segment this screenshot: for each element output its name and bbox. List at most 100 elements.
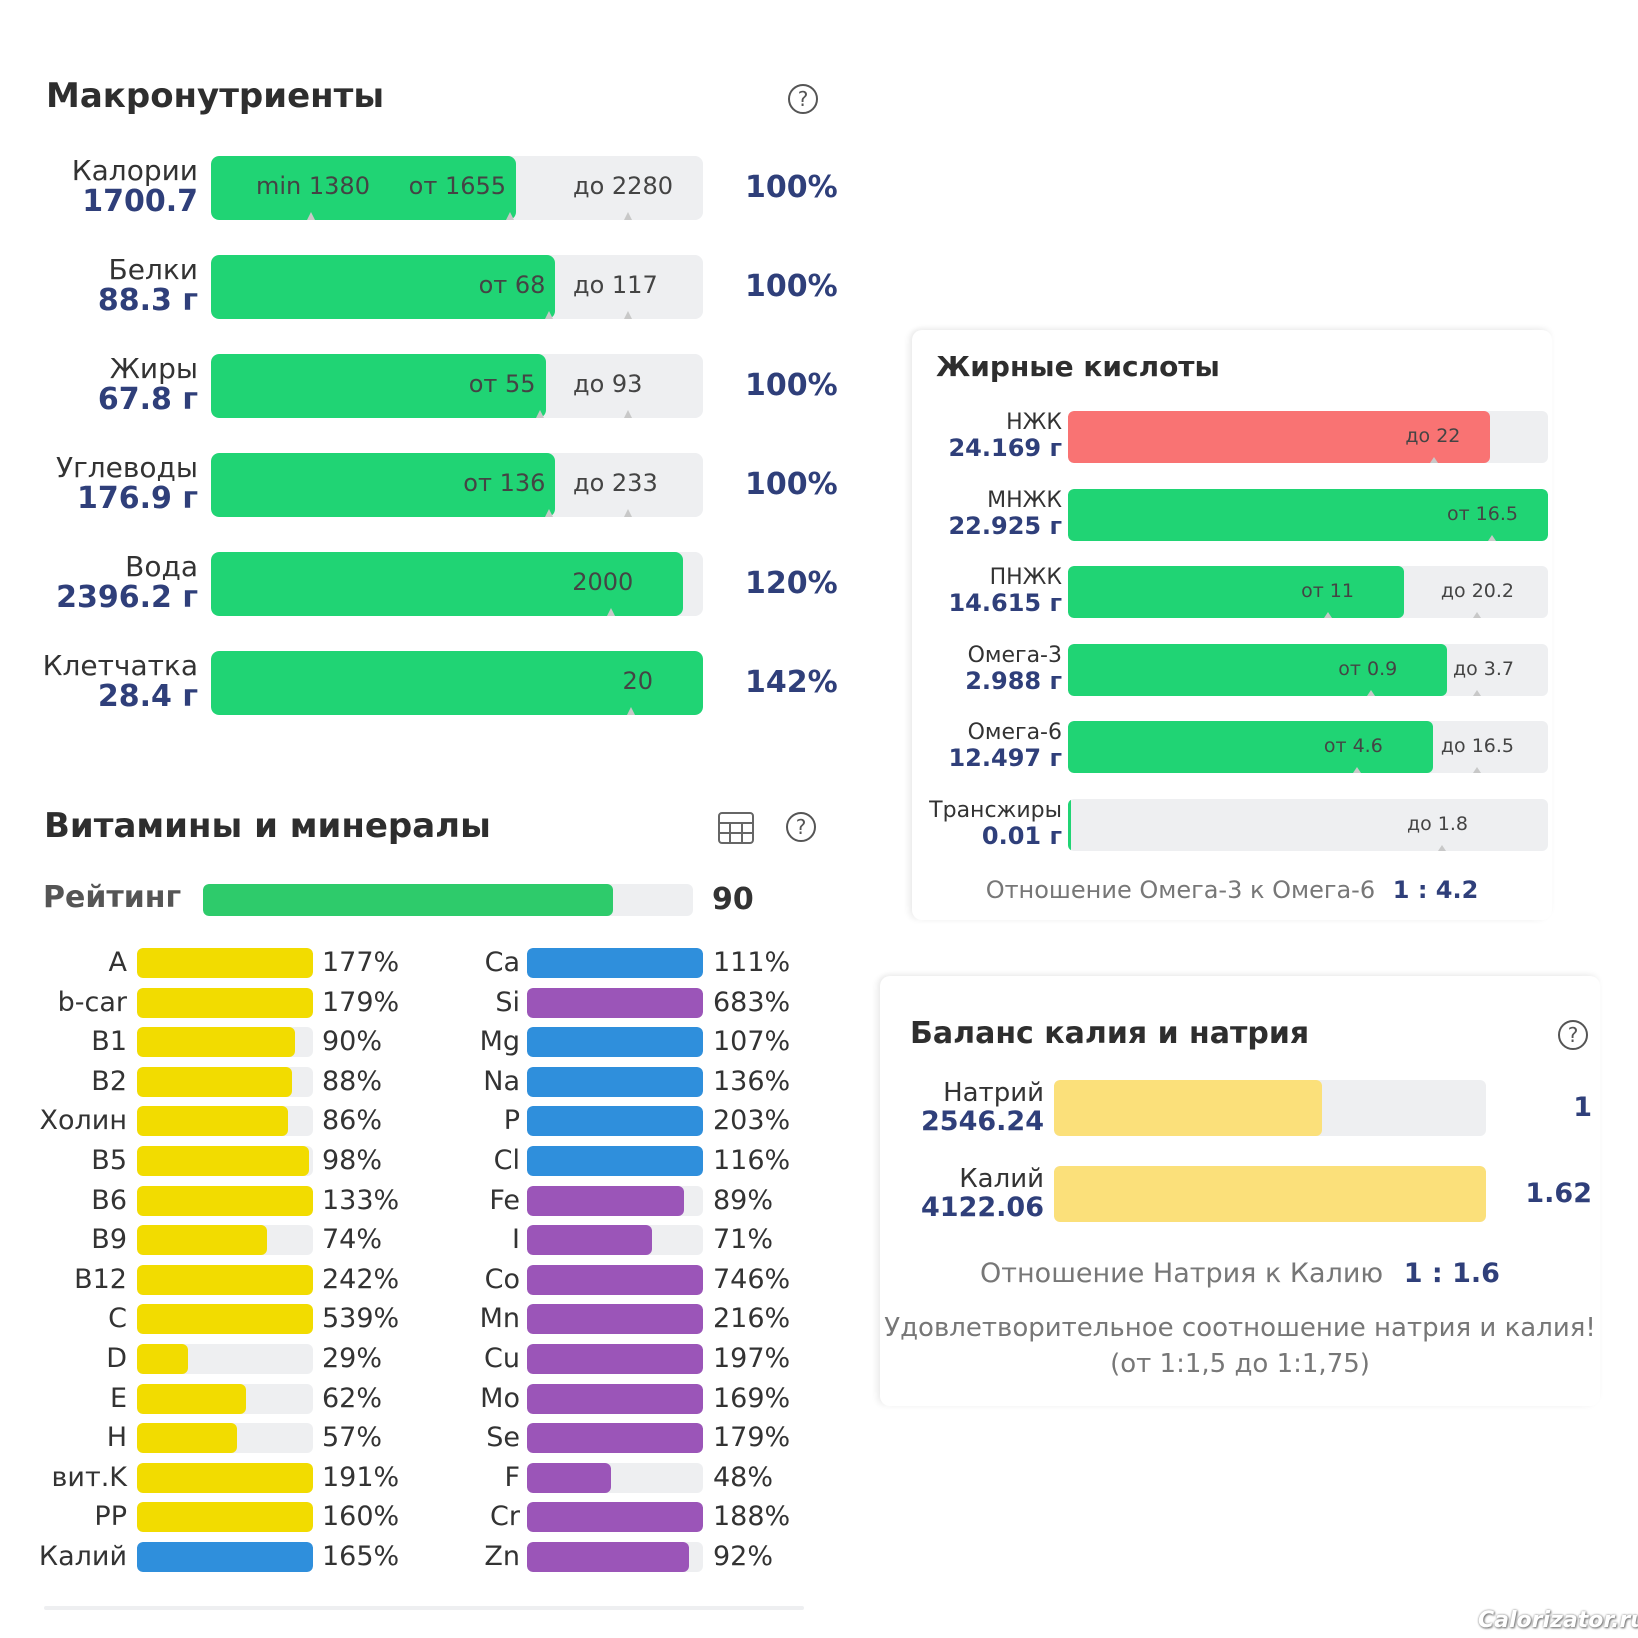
nutrient-bar-fill [527,1304,703,1335]
nutrient-percent: 179% [713,1422,791,1454]
nutrient-bar-fill [527,1146,703,1176]
vitamins-help-icon[interactable]: ? [786,812,816,842]
fatty-acid-value: 2.988 г [965,666,1062,695]
nutrient-bar-fill [137,1185,313,1216]
nutrient-percent: 92% [713,1541,774,1572]
balance-help-icon[interactable]: ? [1558,1020,1588,1050]
macros-title: Макронутриенты [46,76,385,116]
fatty-acid-tick [1367,689,1376,696]
balance-element-name: Натрий [943,1078,1044,1108]
balance-ratio-value: 1 : 1.6 [1403,1258,1500,1289]
nutrient-bar [137,1066,313,1097]
nutrient-percent: 62% [322,1382,383,1414]
nutrient-bar [527,1423,703,1454]
nutrient-percent: 90% [322,1026,383,1058]
nutrient-bar-fill [137,987,313,1018]
fatty-acids-title: Жирные кислоты [936,350,1220,383]
macro-min-tick [307,212,315,220]
nutrient-bar-fill [137,1146,310,1176]
nutrient-bar [137,1344,313,1374]
nutrient-bar-fill [527,1344,703,1374]
nutrient-percent: 88% [322,1065,383,1097]
fatty-acid-mark: от 0.9 [1338,657,1398,680]
fatty-acid-value: 24.169 г [948,434,1062,462]
vitamins-bottom-divider [44,1606,804,1610]
macro-value: 67.8 г [97,382,198,417]
fatty-acid-bar-fill [1068,488,1548,541]
nutrient-percent: 86% [322,1105,383,1137]
nutrient-bar-fill [137,1502,313,1533]
macro-percent: 100% [745,269,838,304]
balance-note-line2: (от 1:1,5 до 1:1,75) [1110,1349,1370,1379]
rating-bar [203,884,693,916]
nutrient-bar [527,1502,703,1533]
nutrient-bar-fill [527,1225,652,1256]
nutrient-percent: 136% [713,1065,791,1097]
fatty-acid-max-mark: до 3.7 [1452,657,1514,680]
nutrient-name: Mg [479,1026,520,1058]
nutrient-bar [527,1066,703,1097]
macro-bar-fill [211,156,517,220]
fatty-acid-value: 14.615 г [948,589,1062,617]
macro-from-tick [545,311,554,319]
fatty-acid-mark: от 11 [1301,580,1354,602]
fatty-acid-tick [1352,767,1361,773]
nutrient-bar [527,1225,703,1256]
nutrient-bar [527,1383,703,1414]
nutrient-name: вит.K [51,1461,127,1493]
nutrient-bar-fill [527,1027,703,1058]
macro-value: 28.4 г [97,679,198,714]
nutrient-bar [137,1027,313,1058]
rating-value: 90 [712,882,754,917]
nutrient-name: B6 [91,1184,127,1216]
nutrient-name: Cu [484,1343,520,1374]
macro-bar-fill [211,651,703,715]
watermark: Calorizator.ru [1478,1608,1638,1633]
balance-note: Удовлетворительное соотношение натрия и … [880,1310,1600,1382]
fatty-acid-tick [1324,612,1332,618]
nutrient-bar [527,987,703,1018]
fatty-acid-max-tick [1473,767,1481,773]
nutrient-name: P [503,1105,520,1137]
table-view-icon[interactable] [718,812,754,844]
macro-bar-fill [211,453,556,517]
nutrient-bar-fill [527,1106,703,1137]
fatty-acid-bar-fill [1068,566,1404,618]
nutrient-bar [137,1542,313,1572]
nutrient-name: Se [486,1422,520,1454]
macro-name: Клетчатка [42,649,198,682]
macro-name: Калории [71,154,198,187]
nutrient-percent: 111% [713,947,791,978]
nutrient-bar [527,1542,703,1572]
nutrient-percent: 98% [322,1145,383,1176]
nutrient-percent: 683% [713,986,791,1018]
fatty-acid-name: МНЖК [987,487,1062,513]
nutrient-percent: 177% [322,947,400,978]
nutrient-percent: 29% [322,1343,383,1374]
macro-from-mark: 20 [622,667,653,695]
nutrient-name: Zn [484,1541,520,1572]
macro-name: Вода [125,550,198,583]
nutrient-percent: 746% [713,1263,791,1295]
vitamins-title: Витамины и минералы [44,806,491,846]
macro-bar: 20 [211,651,703,715]
nutrient-bar [137,987,313,1018]
macro-percent: 100% [745,467,838,502]
macro-bar: от 55 до 93 [211,354,703,418]
nutrient-name: Fe [489,1184,520,1216]
omega-ratio-value: 1 : 4.2 [1392,876,1479,904]
nutrient-percent: 71% [713,1224,774,1256]
nutrient-name: Ca [484,947,520,978]
macro-to-tick [624,212,632,220]
sodium-potassium-ratio: Отношение Натрия к Калию 1 : 1.6 [880,1258,1600,1289]
balance-bar-fill [1054,1080,1322,1136]
fatty-acid-tick [1438,844,1446,851]
balance-title: Баланс калия и натрия [910,1016,1310,1051]
macro-from-tick [607,608,616,616]
nutrient-bar-fill [527,1066,703,1097]
nutrient-percent: 116% [713,1145,791,1176]
macros-help-icon[interactable]: ? [788,84,818,114]
fatty-acid-tick [1430,457,1439,463]
nutrient-bar-fill [527,1185,684,1216]
nutrient-name: B12 [74,1263,127,1295]
